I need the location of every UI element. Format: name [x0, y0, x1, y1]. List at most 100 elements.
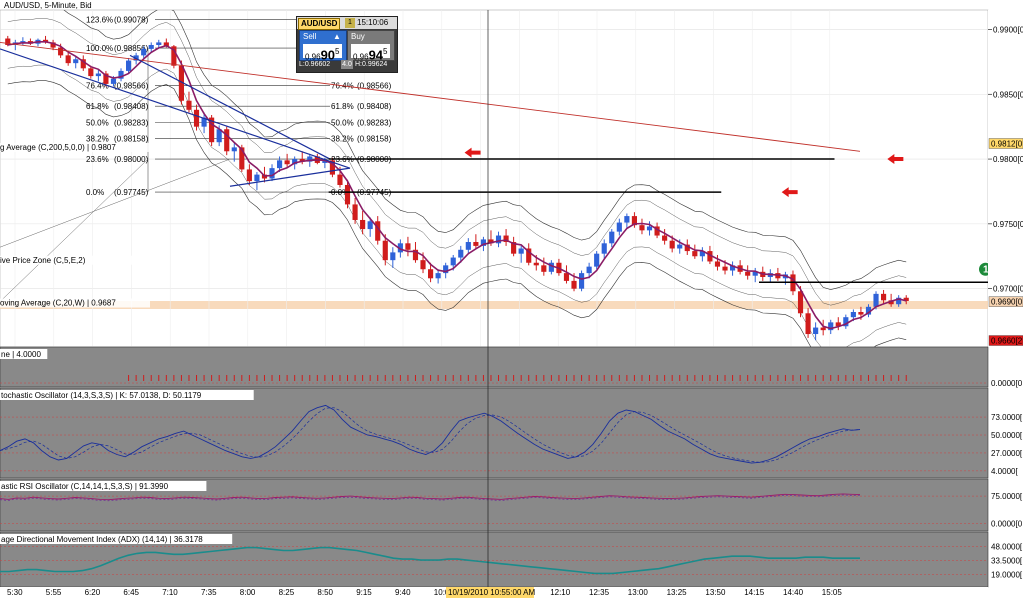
candle-body [397, 243, 403, 253]
adx-line [0, 546, 860, 575]
price-tick-label: 0.9850[0 [993, 90, 1023, 99]
candle-body [495, 235, 502, 244]
candle-body [435, 273, 441, 279]
price-tick-label: 0.9800[0 [993, 155, 1023, 164]
candle-body [95, 73, 101, 77]
indicator-label: g Average (C,200,5,0,0) | 0.9807 [0, 143, 116, 152]
candle-body [511, 242, 517, 254]
main-plot-area[interactable] [0, 9, 989, 348]
trendline-lower [229, 167, 351, 187]
candle-body [903, 297, 909, 301]
buy-button[interactable]: Buy 0.96945 [347, 30, 395, 62]
rsi-line [0, 493, 861, 501]
fib-label-right: 38.2% [331, 135, 354, 144]
candle-body [805, 313, 811, 335]
overlays: 12 [0, 41, 989, 330]
candle-body [337, 174, 343, 185]
time-label: 8:50 [317, 588, 333, 597]
candle-body [88, 68, 94, 77]
candle-body [646, 226, 653, 231]
candle-body [277, 160, 283, 169]
candle-body [533, 262, 539, 266]
candle-body [186, 100, 192, 110]
time-label: 10:05 [434, 588, 455, 597]
candle-body [624, 216, 630, 223]
sell-button[interactable]: Sell ▲ 0.96905 [299, 30, 347, 62]
candle-body [352, 204, 358, 220]
candle-body [344, 184, 351, 205]
candle-body [80, 59, 86, 69]
panel-tick-label: 50.0000[ [991, 431, 1023, 440]
fib-label-right: 61.8% [331, 102, 354, 111]
ticket-lot[interactable]: 1 [345, 18, 355, 28]
candle-body [669, 240, 675, 249]
candle-body [239, 147, 245, 170]
panel-tick-label: 27.0000[ [991, 449, 1023, 458]
time-label: 15:05 [822, 588, 843, 597]
fib-label-left: 38.2% [86, 135, 109, 144]
panel-label-bg [0, 390, 254, 400]
price-marker [988, 138, 1023, 149]
candle-body [178, 65, 184, 101]
annotation-marker [978, 261, 988, 277]
indicator-label-bg [0, 142, 150, 152]
time-label: 8:00 [240, 588, 256, 597]
fib-price-left: (0.98283) [114, 118, 149, 127]
fib-price-right: (0.98283) [357, 118, 392, 127]
candle-body [881, 293, 887, 301]
candle-body [118, 70, 124, 79]
candle-body [73, 59, 79, 64]
price-bands [7, 10, 907, 347]
candle-body [865, 306, 872, 315]
indicator-panel [0, 346, 989, 388]
stochastic-signal-line [0, 407, 861, 463]
fib-price-right: (0.98566) [357, 82, 392, 91]
candle-body [390, 252, 396, 261]
price-marker-text: 0.9812[0 [991, 140, 1023, 149]
candle-body [103, 73, 109, 84]
candle-body [171, 46, 177, 66]
candle-body [850, 312, 856, 318]
indicator-label-bg [0, 255, 150, 265]
annotation-number: 1 [983, 265, 989, 276]
inner-lower-band [7, 64, 907, 347]
candle-body [480, 239, 486, 246]
price-tick-label: 0.9750[0 [993, 220, 1023, 229]
candle-body [541, 265, 547, 272]
indicator-panel [0, 387, 989, 479]
fib-price-left: (0.99078) [114, 15, 149, 24]
candle-body [843, 317, 849, 327]
time-axis-labels: 5:30 5:55 6:20 6:45 7:10 7:35 8:00 8:25 8:50 9:15… [7, 587, 842, 598]
candle-body [631, 216, 637, 226]
candle-body [254, 174, 260, 182]
ticket-time: 15:10:06 [357, 18, 389, 27]
candle-body [684, 244, 690, 252]
price-axis-ticks: 0.9900[0 0.9850[0 0.9800[0 0.9750[0 0.9700[0… [988, 25, 1023, 346]
candle-body [231, 147, 237, 152]
ticket-pair[interactable]: AUD/USD [298, 18, 341, 30]
time-label: 14:40 [783, 588, 804, 597]
price-marker [988, 296, 1023, 307]
trade-ticket[interactable]: AUD/USD 1 15:10:06 Sell ▲ 0.96905 Buy 0.… [296, 16, 398, 73]
candle-body [299, 159, 305, 162]
price-marker [988, 335, 1023, 346]
panel-tick-label: 19.0000[ [991, 570, 1023, 579]
triangle-up-icon: ▲ [333, 32, 341, 41]
price-tick-label: 0.9900[0 [993, 25, 1023, 34]
candle-body [5, 38, 11, 45]
candle-body [586, 266, 592, 274]
candle-body [292, 159, 298, 165]
fib-price-left: (0.98856) [114, 44, 149, 53]
panel-label: tochastic Oscillator (14,3,S,3,S) | K: 5… [1, 391, 202, 400]
fib-price-left: (0.98566) [114, 82, 149, 91]
trendline-inner [129, 54, 331, 160]
stochastic-line [0, 404, 861, 464]
candle-body [322, 160, 328, 163]
ma20-line [7, 41, 907, 330]
candle-body [420, 260, 426, 270]
candle-body [193, 109, 200, 127]
candle-body [382, 240, 388, 261]
panel-tick-label: 4.0000[ [991, 467, 1018, 476]
fib-label-left: 23.6% [86, 155, 109, 164]
